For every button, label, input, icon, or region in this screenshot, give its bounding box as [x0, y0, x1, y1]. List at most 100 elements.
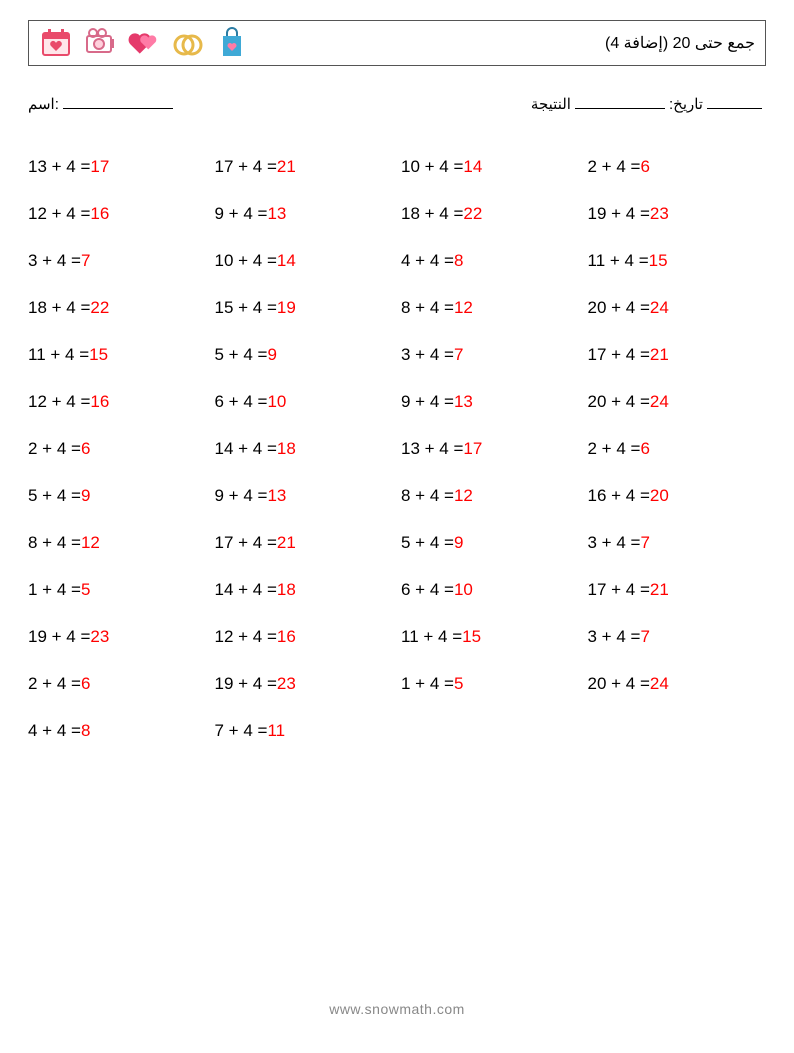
equation-text: 18 + 4 =: [401, 204, 463, 224]
answer-text: 10: [267, 392, 286, 412]
score-label: النتيجة: [531, 95, 571, 113]
answer-text: 21: [650, 345, 669, 365]
answer-text: 15: [462, 627, 481, 647]
answer-text: 10: [454, 580, 473, 600]
equation-text: 16 + 4 =: [588, 486, 650, 506]
answer-text: 17: [463, 439, 482, 459]
problem-cell: 12 + 4 = 16: [215, 613, 394, 660]
problem-cell: 4 + 4 = 8: [401, 237, 580, 284]
problem-cell: 3 + 4 = 7: [588, 613, 767, 660]
answer-text: 24: [650, 674, 669, 694]
problem-cell: 18 + 4 = 22: [28, 284, 207, 331]
answer-text: 8: [81, 721, 90, 741]
equation-text: 14 + 4 =: [215, 439, 277, 459]
equation-text: 2 + 4 =: [28, 674, 81, 694]
worksheet-page: (جمع حتى 20 (إضافة 4 اسم: النتيجة :تاريخ…: [0, 0, 794, 1053]
problem-cell: 14 + 4 = 18: [215, 566, 394, 613]
answer-text: 18: [277, 580, 296, 600]
problem-cell: 18 + 4 = 22: [401, 190, 580, 237]
name-blank[interactable]: [63, 94, 173, 109]
problem-cell: 13 + 4 = 17: [28, 143, 207, 190]
equation-text: 15 + 4 =: [215, 298, 277, 318]
problem-cell: 19 + 4 = 23: [28, 613, 207, 660]
answer-text: 7: [640, 627, 649, 647]
equation-text: 8 + 4 =: [401, 298, 454, 318]
problem-cell: 2 + 4 = 6: [28, 425, 207, 472]
problem-cell: 8 + 4 = 12: [401, 472, 580, 519]
problem-cell: 11 + 4 = 15: [401, 613, 580, 660]
equation-text: 17 + 4 =: [588, 580, 650, 600]
calendar-heart-icon: [39, 26, 73, 60]
bag-icon: [215, 26, 249, 60]
equation-text: 14 + 4 =: [215, 580, 277, 600]
problem-cell: 4 + 4 = 8: [28, 707, 207, 754]
equation-text: 4 + 4 =: [28, 721, 81, 741]
answer-text: 21: [277, 533, 296, 553]
title-icons-row: [39, 26, 249, 60]
problem-cell: 5 + 4 = 9: [28, 472, 207, 519]
problem-cell: 13 + 4 = 17: [401, 425, 580, 472]
equation-text: 13 + 4 =: [28, 157, 90, 177]
equation-text: 17 + 4 =: [588, 345, 650, 365]
answer-text: 17: [90, 157, 109, 177]
equation-text: 19 + 4 =: [28, 627, 90, 647]
answer-text: 12: [81, 533, 100, 553]
equation-text: 6 + 4 =: [401, 580, 454, 600]
problem-cell: 11 + 4 = 15: [588, 237, 767, 284]
problem-cell: 17 + 4 = 21: [588, 566, 767, 613]
answer-text: 7: [640, 533, 649, 553]
problem-cell: 8 + 4 = 12: [401, 284, 580, 331]
rings-icon: [171, 26, 205, 60]
answer-text: 16: [277, 627, 296, 647]
equation-text: 1 + 4 =: [28, 580, 81, 600]
problem-cell: 17 + 4 = 21: [588, 331, 767, 378]
answer-text: 16: [90, 392, 109, 412]
equation-text: 3 + 4 =: [588, 533, 641, 553]
equation-text: 13 + 4 =: [401, 439, 463, 459]
date-blank[interactable]: [707, 94, 762, 109]
answer-text: 8: [454, 251, 463, 271]
date-label: :تاريخ: [669, 95, 703, 113]
problem-cell: 20 + 4 = 24: [588, 378, 767, 425]
problem-cell: 6 + 4 = 10: [401, 566, 580, 613]
equation-text: 19 + 4 =: [215, 674, 277, 694]
problem-cell: 19 + 4 = 23: [215, 660, 394, 707]
problem-cell: 14 + 4 = 18: [215, 425, 394, 472]
problem-cell: 2 + 4 = 6: [588, 143, 767, 190]
equation-text: 11 + 4 =: [401, 627, 462, 647]
problem-cell: 1 + 4 = 5: [401, 660, 580, 707]
problem-cell: 17 + 4 = 21: [215, 143, 394, 190]
answer-text: 7: [454, 345, 463, 365]
problem-cell: 12 + 4 = 16: [28, 190, 207, 237]
answer-text: 23: [277, 674, 296, 694]
answer-text: 14: [277, 251, 296, 271]
answer-text: 22: [463, 204, 482, 224]
answer-text: 15: [89, 345, 108, 365]
problem-cell: 6 + 4 = 10: [215, 378, 394, 425]
equation-text: 2 + 4 =: [588, 157, 641, 177]
answer-text: 9: [81, 486, 90, 506]
equation-text: 20 + 4 =: [588, 298, 650, 318]
answer-text: 22: [90, 298, 109, 318]
equation-text: 6 + 4 =: [215, 392, 268, 412]
equation-text: 17 + 4 =: [215, 533, 277, 553]
answer-text: 14: [463, 157, 482, 177]
problem-cell: 11 + 4 = 15: [28, 331, 207, 378]
equation-text: 7 + 4 =: [215, 721, 268, 741]
meta-row: اسم: النتيجة :تاريخ: [28, 94, 766, 113]
problem-cell: 2 + 4 = 6: [28, 660, 207, 707]
problem-cell: 8 + 4 = 12: [28, 519, 207, 566]
problems-grid: 13 + 4 = 1717 + 4 = 2110 + 4 = 142 + 4 =…: [28, 143, 766, 754]
score-blank[interactable]: [575, 94, 665, 109]
equation-text: 8 + 4 =: [401, 486, 454, 506]
equation-text: 2 + 4 =: [28, 439, 81, 459]
problem-cell: 3 + 4 = 7: [588, 519, 767, 566]
footer-url: www.snowmath.com: [0, 1001, 794, 1017]
answer-text: 6: [81, 674, 90, 694]
answer-text: 9: [267, 345, 276, 365]
answer-text: 24: [650, 392, 669, 412]
answer-text: 5: [81, 580, 90, 600]
problem-cell: 5 + 4 = 9: [401, 519, 580, 566]
equation-text: 19 + 4 =: [588, 204, 650, 224]
name-label: اسم:: [28, 95, 59, 113]
